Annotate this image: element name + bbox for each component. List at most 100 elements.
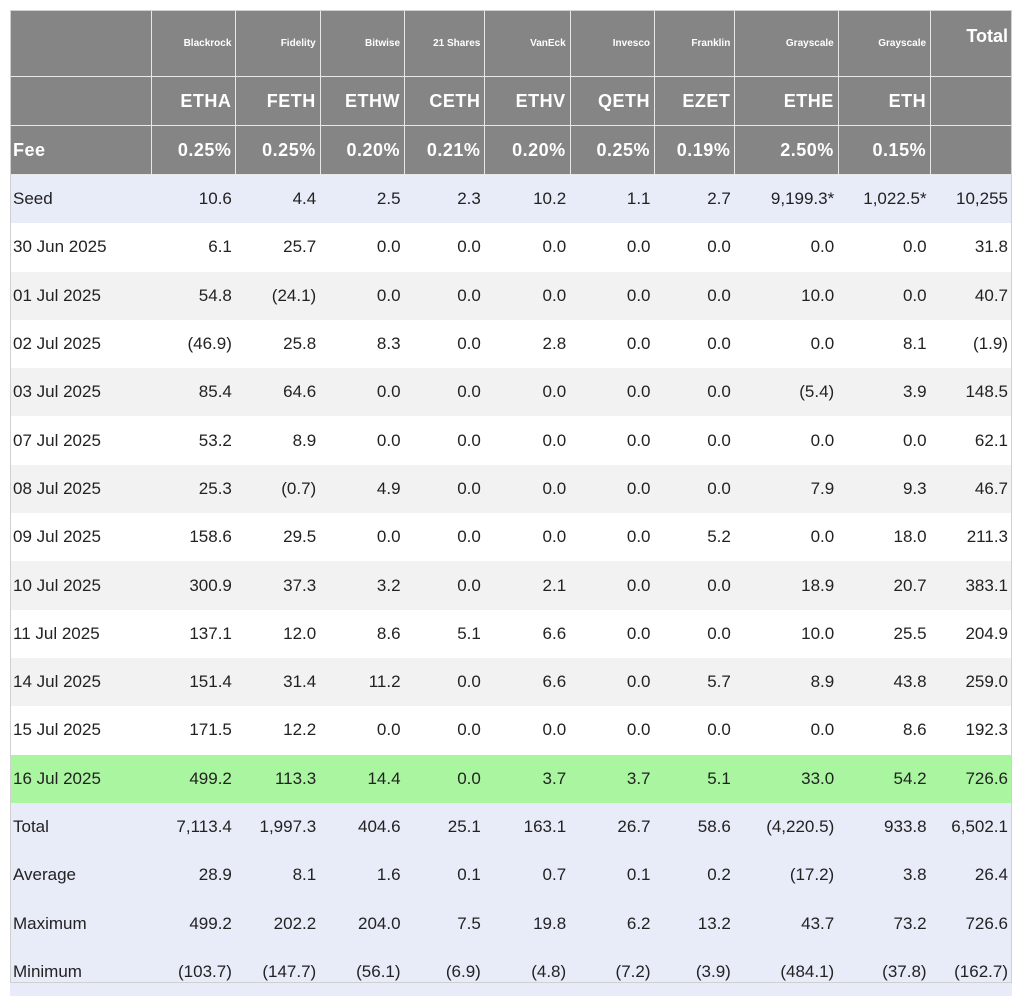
row-total-cell: 204.9 (931, 610, 1012, 658)
fee-cell: 2.50% (735, 126, 838, 175)
flow-value-cell: 0.0 (570, 272, 654, 320)
flow-value-cell: 5.2 (655, 513, 735, 561)
flow-value-cell: 64.6 (236, 368, 320, 416)
flow-value-cell: 0.0 (320, 706, 404, 754)
issuer-header-cell: Bitwise (320, 10, 404, 77)
issuer-header-cell: Franklin (655, 10, 735, 77)
row-total-cell: 62.1 (931, 416, 1012, 464)
row-label: 02 Jul 2025 (10, 320, 152, 368)
row-label: 10 Jul 2025 (10, 561, 152, 609)
flow-value-cell: 0.0 (570, 561, 654, 609)
flow-value-cell: 0.0 (735, 223, 838, 271)
fee-cell: 0.25% (152, 126, 236, 175)
flow-value-cell: 0.0 (655, 561, 735, 609)
flow-value-cell: 29.5 (236, 513, 320, 561)
issuer-header-row: Blackrock Fidelity Bitwise 21 Shares Van… (10, 10, 1012, 77)
fee-header-row: Fee 0.25% 0.25% 0.20% 0.21% 0.20% 0.25% … (10, 126, 1012, 175)
row-label: 03 Jul 2025 (10, 368, 152, 416)
row-label: 15 Jul 2025 (10, 706, 152, 754)
flow-value-cell: 54.8 (152, 272, 236, 320)
flow-value-cell: 0.0 (570, 658, 654, 706)
flow-value-cell: 499.2 (152, 755, 236, 803)
flow-value-cell: (17.2) (735, 851, 838, 899)
flow-value-cell: 25.5 (838, 610, 930, 658)
flow-value-cell: 0.0 (405, 561, 485, 609)
flow-value-cell: 10.0 (735, 272, 838, 320)
row-total-cell: (162.7) (931, 948, 1012, 996)
etf-flow-table-container: Blackrock Fidelity Bitwise 21 Shares Van… (10, 10, 1012, 996)
flow-value-cell: 25.3 (152, 465, 236, 513)
flow-value-cell: 0.0 (735, 416, 838, 464)
flow-value-cell: 0.0 (320, 368, 404, 416)
ticker-header-row: ETHA FETH ETHW CETH ETHV QETH EZET ETHE … (10, 77, 1012, 126)
flow-value-cell: 8.9 (236, 416, 320, 464)
flow-value-cell: 7.9 (735, 465, 838, 513)
flow-value-cell: 11.2 (320, 658, 404, 706)
row-label: 16 Jul 2025 (10, 755, 152, 803)
flow-value-cell: 43.8 (838, 658, 930, 706)
flow-value-cell: 8.1 (838, 320, 930, 368)
row-label: Seed (10, 175, 152, 224)
flow-value-cell: 8.6 (320, 610, 404, 658)
flow-value-cell: 14.4 (320, 755, 404, 803)
flow-value-cell: 0.0 (405, 368, 485, 416)
row-label: Average (10, 851, 152, 899)
flow-value-cell: 0.0 (485, 513, 570, 561)
row-total-cell: 148.5 (931, 368, 1012, 416)
issuer-header-cell: 21 Shares (405, 10, 485, 77)
row-label: 09 Jul 2025 (10, 513, 152, 561)
flow-value-cell: 0.1 (405, 851, 485, 899)
flow-value-cell: 3.7 (485, 755, 570, 803)
flow-value-cell: 0.0 (320, 513, 404, 561)
flow-value-cell: 0.0 (570, 320, 654, 368)
flow-value-cell: 0.0 (735, 706, 838, 754)
flow-value-cell: 3.9 (838, 368, 930, 416)
ticker-header-cell: ETHE (735, 77, 838, 126)
flow-value-cell: 0.0 (570, 416, 654, 464)
flow-value-cell: 0.0 (655, 272, 735, 320)
flow-value-cell: 0.0 (405, 465, 485, 513)
flow-value-cell: 8.9 (735, 658, 838, 706)
flow-value-cell: 0.0 (735, 513, 838, 561)
flow-value-cell: 0.0 (320, 223, 404, 271)
flow-value-cell: 0.0 (320, 272, 404, 320)
row-total-cell: 46.7 (931, 465, 1012, 513)
flow-value-cell: 0.0 (570, 610, 654, 658)
flow-value-cell: 12.2 (236, 706, 320, 754)
row-label: 08 Jul 2025 (10, 465, 152, 513)
flow-value-cell: 1.6 (320, 851, 404, 899)
flow-value-cell: 499.2 (152, 899, 236, 947)
flow-value-cell: (5.4) (735, 368, 838, 416)
flow-value-cell: 3.7 (570, 755, 654, 803)
flow-value-cell: (46.9) (152, 320, 236, 368)
flow-value-cell: (4.8) (485, 948, 570, 996)
flow-value-cell: 8.6 (838, 706, 930, 754)
row-label: Maximum (10, 899, 152, 947)
row-label: 07 Jul 2025 (10, 416, 152, 464)
row-total-cell: 26.4 (931, 851, 1012, 899)
ticker-header-cell: ETHW (320, 77, 404, 126)
flow-value-cell: 0.0 (485, 272, 570, 320)
fee-label: Fee (10, 126, 152, 175)
issuer-header-cell: Grayscale (735, 10, 838, 77)
flow-value-cell: 0.0 (405, 513, 485, 561)
flow-value-cell: 171.5 (152, 706, 236, 754)
flow-value-cell: 151.4 (152, 658, 236, 706)
flow-value-cell: 7.5 (405, 899, 485, 947)
issuer-header-cell: Blackrock (152, 10, 236, 77)
ticker-header-cell (931, 77, 1012, 126)
flow-value-cell: 0.0 (405, 223, 485, 271)
fee-cell: 0.21% (405, 126, 485, 175)
row-total-cell: 192.3 (931, 706, 1012, 754)
flow-value-cell: (6.9) (405, 948, 485, 996)
flow-value-cell: 12.0 (236, 610, 320, 658)
row-total-cell: 259.0 (931, 658, 1012, 706)
flow-value-cell: 19.8 (485, 899, 570, 947)
issuer-header-cell: VanEck (485, 10, 570, 77)
